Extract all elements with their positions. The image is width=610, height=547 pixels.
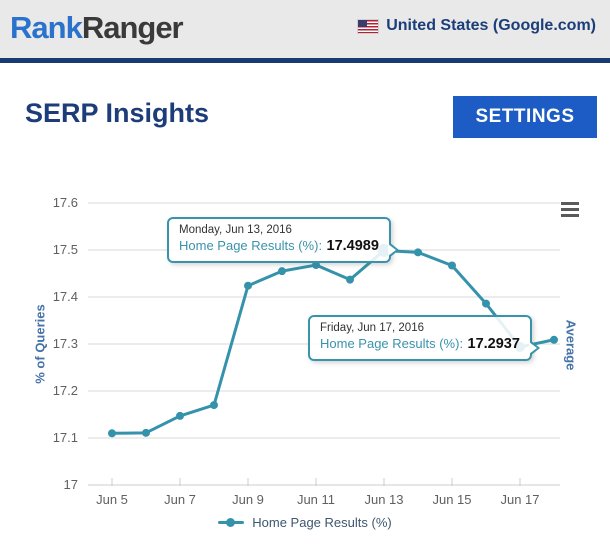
region-label: United States (Google.com) xyxy=(386,17,596,34)
chart-legend[interactable]: Home Page Results (%) xyxy=(0,515,610,530)
y-tick-label: 17.3 xyxy=(52,336,78,351)
tooltip-value: 17.2937 xyxy=(467,336,520,352)
page-title: SERP Insights xyxy=(25,98,210,128)
data-point[interactable] xyxy=(244,281,252,290)
series-line xyxy=(110,249,556,435)
data-point[interactable] xyxy=(550,335,558,344)
y-tick-label: 17.5 xyxy=(52,242,78,257)
x-tick-label: Jun 5 xyxy=(96,492,128,507)
y-tick-label: 17.1 xyxy=(52,430,78,445)
tooltip-date: Friday, Jun 17, 2016 xyxy=(320,322,424,334)
right-axis-title: Average xyxy=(563,319,579,371)
x-tick-label: Jun 7 xyxy=(164,492,196,507)
x-tick-label: Jun 17 xyxy=(500,492,540,507)
data-point[interactable] xyxy=(108,429,116,438)
top-header: RankRanger United States (Google.com) xyxy=(0,0,610,58)
settings-button[interactable]: SETTINGS xyxy=(453,96,597,138)
data-point[interactable] xyxy=(414,248,422,257)
chart-export-menu-icon[interactable] xyxy=(561,202,579,217)
region-selector[interactable]: United States (Google.com) xyxy=(358,17,596,35)
x-tick-label: Jun 13 xyxy=(364,492,404,507)
tooltip-series-label: Home Page Results (%): xyxy=(320,336,464,351)
tooltip-jun17: Friday, Jun 17, 2016 Home Page Results (… xyxy=(308,315,540,361)
logo-rank: Rank xyxy=(10,10,83,45)
x-tick-label: Jun 9 xyxy=(232,492,264,507)
header-divider xyxy=(0,58,610,63)
y-axis-title: % of Queries xyxy=(32,304,48,384)
data-point[interactable] xyxy=(142,428,150,437)
us-flag-icon xyxy=(358,19,379,33)
y-tick-label: 17.6 xyxy=(52,195,78,210)
tooltip-value: 17.4989 xyxy=(326,238,379,254)
y-tick-label: 17.2 xyxy=(52,383,78,398)
data-point[interactable] xyxy=(482,299,490,308)
data-point[interactable] xyxy=(346,275,354,284)
x-tick-label: Jun 15 xyxy=(432,492,472,507)
data-point[interactable] xyxy=(312,261,320,270)
data-point[interactable] xyxy=(448,261,456,270)
logo-ranger: Ranger xyxy=(81,10,184,45)
data-point[interactable] xyxy=(210,401,218,410)
tooltip-series-label: Home Page Results (%): xyxy=(179,238,323,253)
data-point[interactable] xyxy=(278,267,286,276)
rankranger-logo[interactable]: RankRanger xyxy=(10,10,184,46)
data-point[interactable] xyxy=(176,411,184,420)
legend-marker-icon xyxy=(218,518,245,527)
tooltip-date: Monday, Jun 13, 2016 xyxy=(179,224,292,236)
x-tick-label: Jun 11 xyxy=(296,492,336,507)
y-tick-label: 17.4 xyxy=(52,289,78,304)
legend-label: Home Page Results (%) xyxy=(252,515,392,530)
tooltip-jun13: Monday, Jun 13, 2016 Home Page Results (… xyxy=(167,217,399,263)
y-tick-label: 17 xyxy=(63,477,78,492)
